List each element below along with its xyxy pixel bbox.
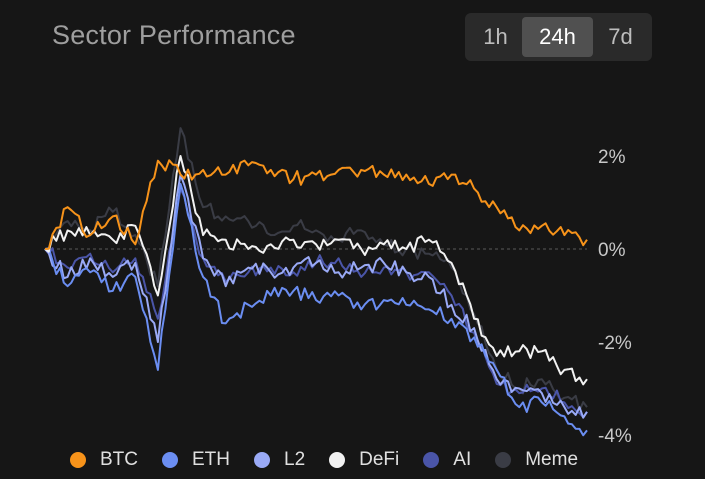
- series-line-l2: [44, 173, 588, 419]
- series-line-meme: [44, 127, 588, 412]
- legend-dot-icon: [70, 452, 86, 468]
- timeframe-7d-button[interactable]: 7d: [608, 24, 633, 49]
- series-line-btc: [44, 159, 588, 250]
- legend-item-ai[interactable]: AI: [423, 449, 471, 471]
- legend-dot-icon: [162, 452, 178, 468]
- legend-item-defi[interactable]: DeFi: [329, 449, 399, 471]
- legend-dot-icon: [329, 452, 346, 468]
- chart-legend: BTC ETH L2 DeFi AI Meme: [70, 448, 602, 472]
- legend-label: L2: [284, 449, 306, 470]
- legend-dot-icon: [495, 452, 512, 468]
- legend-item-btc[interactable]: BTC: [70, 449, 138, 471]
- legend-item-meme[interactable]: Meme: [495, 449, 578, 471]
- series-line-eth: [44, 182, 588, 437]
- y-tick-label: -4%: [598, 426, 632, 447]
- legend-dot-icon: [423, 452, 440, 468]
- timeframe-selector: 1h 24h 7d: [465, 13, 652, 61]
- legend-label: AI: [453, 449, 472, 470]
- series-line-defi: [44, 155, 588, 386]
- timeframe-24h-button[interactable]: 24h: [522, 17, 593, 57]
- page-title: Sector Performance: [52, 20, 296, 50]
- legend-dot-icon: [254, 452, 270, 468]
- legend-label: DeFi: [359, 449, 400, 470]
- legend-label: BTC: [100, 449, 138, 470]
- y-tick-label: -2%: [598, 333, 632, 354]
- legend-label: ETH: [192, 449, 230, 470]
- y-tick-label: 0%: [598, 240, 626, 261]
- legend-item-l2[interactable]: L2: [254, 449, 305, 471]
- y-tick-label: 2%: [598, 147, 626, 168]
- timeframe-1h-button[interactable]: 1h: [483, 24, 508, 49]
- legend-item-eth[interactable]: ETH: [162, 449, 230, 471]
- legend-label: Meme: [525, 449, 579, 470]
